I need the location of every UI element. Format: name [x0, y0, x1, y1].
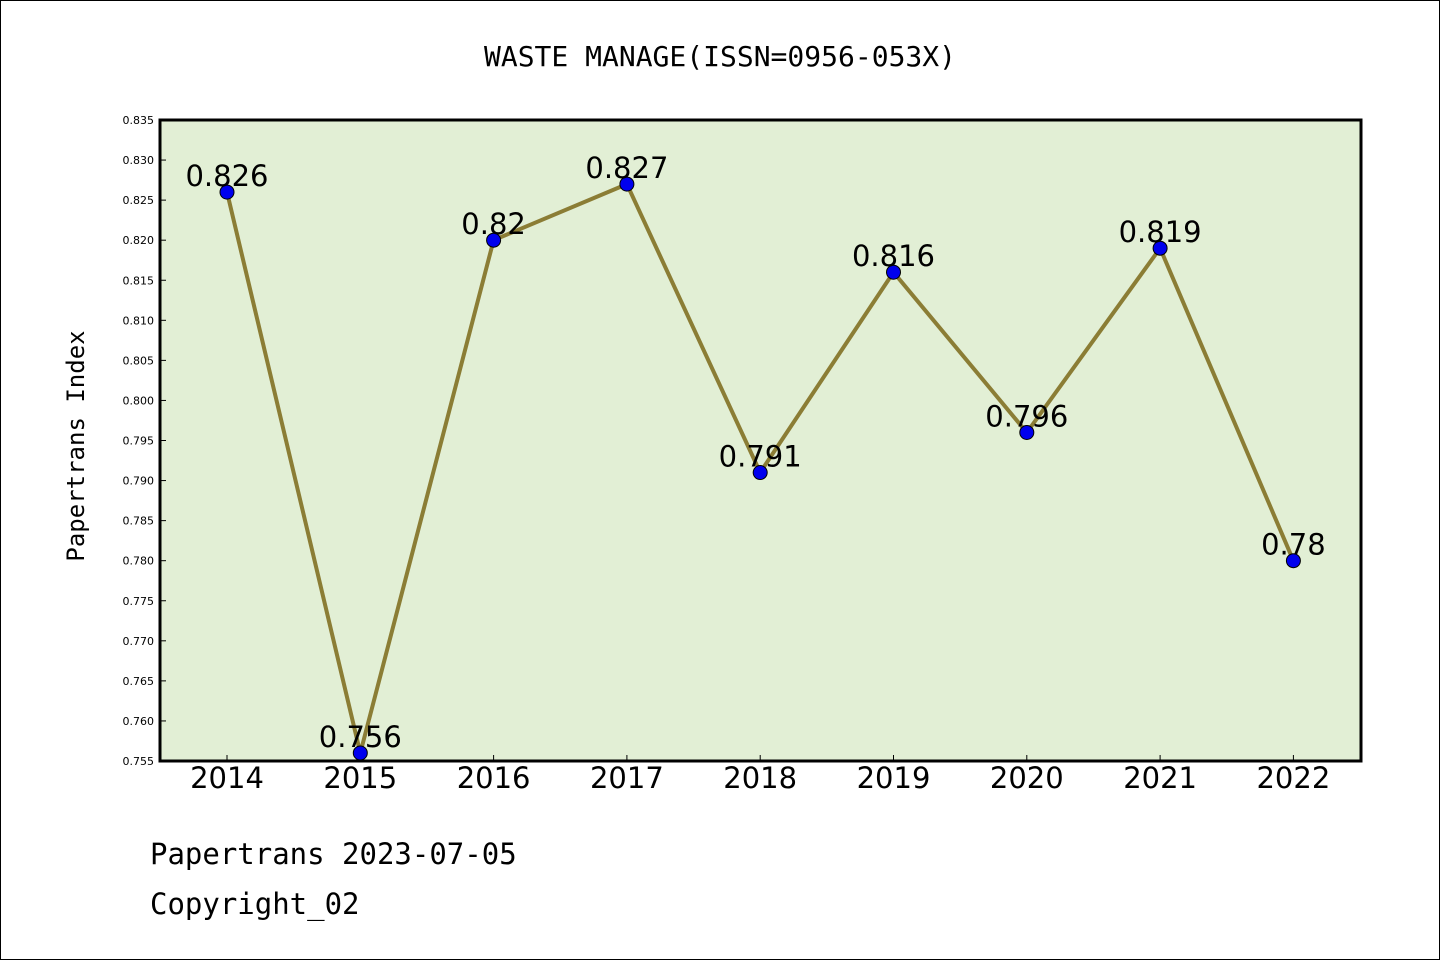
y-tick-label: 0.805 [123, 354, 155, 367]
plot-border [158, 118, 1363, 763]
data-label: 0.819 [1119, 215, 1202, 249]
x-tick-label: 2016 [457, 761, 531, 795]
data-point [752, 465, 768, 481]
y-tick-label: 0.780 [123, 555, 155, 568]
y-tick-label: 0.810 [123, 314, 155, 327]
chart-title: WASTE MANAGE(ISSN=0956-053X) [484, 40, 956, 73]
data-point [1285, 553, 1301, 569]
x-tick-label: 2017 [590, 761, 664, 795]
data-label: 0.756 [319, 720, 402, 754]
y-tick-label: 0.770 [123, 635, 155, 648]
y-axis: 0.755 0.760 0.765 0.770 0.775 0.780 0.785 0.790… [123, 114, 166, 768]
y-tick-label: 0.830 [123, 154, 155, 167]
x-tick-label: 2019 [857, 761, 931, 795]
data-point [1019, 424, 1035, 440]
data-point [886, 264, 901, 280]
y-tick-label: 0.795 [123, 435, 155, 448]
plot-area [160, 120, 1361, 761]
y-tick-label: 0.755 [123, 755, 155, 768]
y-tick-label: 0.760 [123, 715, 155, 728]
x-tick-label: 2021 [1123, 761, 1197, 795]
y-tick-label: 0.835 [123, 114, 155, 127]
y-tick-label: 0.825 [123, 194, 155, 207]
x-tick-label: 2014 [190, 761, 264, 795]
footer-date: Papertrans 2023-07-05 [150, 837, 517, 871]
y-tick-label: 0.820 [123, 234, 155, 247]
x-tick-label: 2020 [990, 761, 1064, 795]
data-point [619, 176, 635, 192]
x-axis: 2014 2015 2016 2017 2018 2019 2020 2021 2022 [190, 755, 1330, 795]
data-point [219, 184, 235, 200]
y-tick-label: 0.800 [123, 394, 155, 407]
data-label: 0.827 [585, 151, 668, 185]
y-tick-label: 0.790 [123, 475, 155, 488]
data-labels: 0.826 0.756 0.82 0.827 0.791 0.816 0.796 0.819 0… [185, 151, 1325, 754]
x-tick-label: 2015 [323, 761, 397, 795]
data-label: 0.826 [185, 159, 268, 193]
data-label: 0.82 [461, 207, 526, 241]
data-label: 0.78 [1261, 528, 1326, 562]
data-label: 0.816 [852, 239, 935, 273]
y-tick-label: 0.815 [123, 274, 155, 287]
x-tick-label: 2018 [723, 761, 797, 795]
data-label: 0.796 [985, 399, 1068, 433]
data-point [486, 232, 502, 248]
data-point [1152, 240, 1168, 256]
footer-copyright: Copyright_02 [150, 887, 360, 922]
y-axis-label: Papertrans Index [62, 330, 90, 561]
series-markers [219, 176, 1301, 761]
y-tick-label: 0.765 [123, 675, 155, 688]
data-label: 0.791 [719, 440, 802, 474]
y-tick-label: 0.785 [123, 515, 155, 528]
y-tick-label: 0.775 [123, 595, 155, 608]
x-tick-label: 2022 [1256, 761, 1330, 795]
